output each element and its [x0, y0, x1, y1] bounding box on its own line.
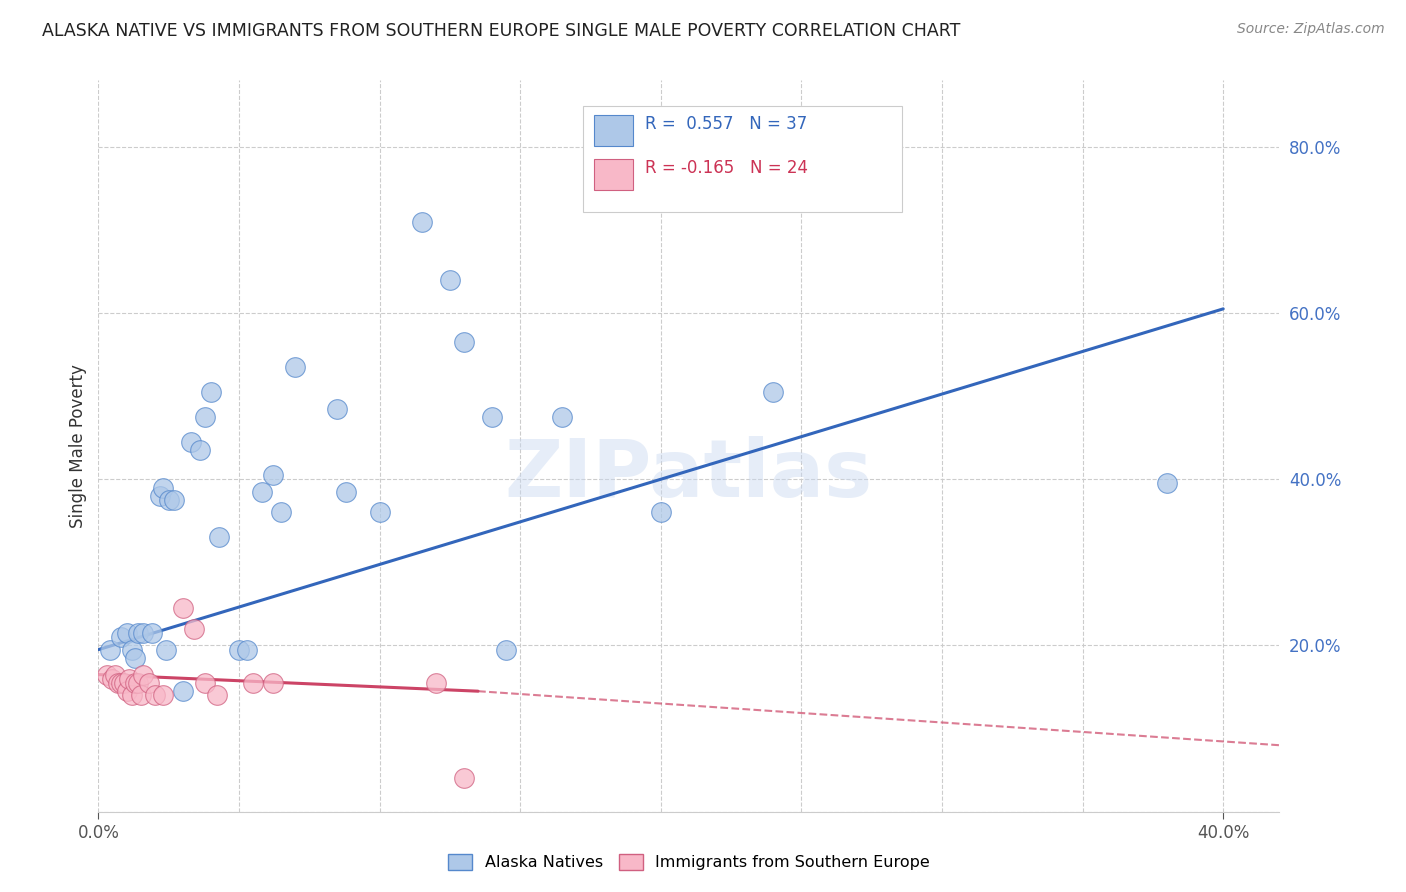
Point	[118, 672, 141, 686]
Point	[453, 772, 475, 786]
Point	[335, 484, 357, 499]
Point	[262, 676, 284, 690]
Text: R = -0.165   N = 24: R = -0.165 N = 24	[645, 159, 808, 177]
Point	[1156, 476, 1178, 491]
Point	[411, 214, 433, 228]
Point	[172, 601, 194, 615]
Point	[121, 642, 143, 657]
Text: R =  0.557   N = 37: R = 0.557 N = 37	[645, 115, 807, 133]
Point	[110, 676, 132, 690]
Point	[650, 506, 672, 520]
Point	[96, 667, 118, 681]
Point	[183, 622, 205, 636]
Point	[205, 689, 228, 703]
Point	[104, 667, 127, 681]
Point	[143, 689, 166, 703]
Point	[762, 384, 785, 399]
Point	[439, 273, 461, 287]
Point	[124, 651, 146, 665]
Point	[127, 676, 149, 690]
Point	[115, 626, 138, 640]
Point	[152, 481, 174, 495]
Point	[200, 384, 222, 399]
Point	[180, 434, 202, 449]
Point	[262, 468, 284, 483]
Point	[98, 642, 121, 657]
Point	[270, 506, 292, 520]
Point	[236, 642, 259, 657]
Point	[551, 409, 574, 424]
Point	[132, 626, 155, 640]
Point	[157, 493, 180, 508]
FancyBboxPatch shape	[595, 160, 634, 190]
Y-axis label: Single Male Poverty: Single Male Poverty	[69, 364, 87, 528]
Point	[152, 689, 174, 703]
Point	[188, 443, 211, 458]
Point	[101, 672, 124, 686]
FancyBboxPatch shape	[582, 106, 901, 212]
Point	[132, 667, 155, 681]
Point	[110, 630, 132, 644]
Text: ZIPatlas: ZIPatlas	[505, 436, 873, 515]
Point	[208, 530, 231, 544]
Point	[368, 506, 391, 520]
Point	[495, 642, 517, 657]
Point	[138, 676, 160, 690]
Text: ALASKA NATIVE VS IMMIGRANTS FROM SOUTHERN EUROPE SINGLE MALE POVERTY CORRELATION: ALASKA NATIVE VS IMMIGRANTS FROM SOUTHER…	[42, 22, 960, 40]
Point	[326, 401, 349, 416]
Point	[129, 689, 152, 703]
FancyBboxPatch shape	[595, 115, 634, 146]
Point	[242, 676, 264, 690]
Point	[481, 409, 503, 424]
Point	[228, 642, 250, 657]
Point	[155, 642, 177, 657]
Point	[124, 676, 146, 690]
Point	[149, 489, 172, 503]
Point	[163, 493, 186, 508]
Point	[112, 676, 135, 690]
Legend: Alaska Natives, Immigrants from Southern Europe: Alaska Natives, Immigrants from Southern…	[441, 847, 936, 877]
Point	[141, 626, 163, 640]
Point	[284, 359, 307, 374]
Point	[107, 676, 129, 690]
Point	[425, 676, 447, 690]
Point	[250, 484, 273, 499]
Point	[121, 689, 143, 703]
Point	[115, 684, 138, 698]
Point	[194, 409, 217, 424]
Point	[172, 684, 194, 698]
Point	[453, 335, 475, 350]
Point	[127, 626, 149, 640]
Point	[194, 676, 217, 690]
Text: Source: ZipAtlas.com: Source: ZipAtlas.com	[1237, 22, 1385, 37]
